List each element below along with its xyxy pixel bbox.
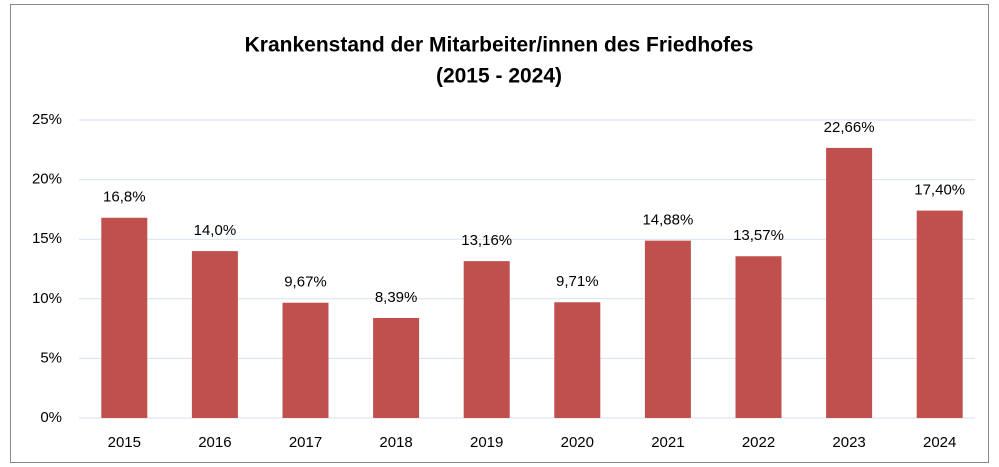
bar — [644, 240, 691, 418]
data-label: 14,88% — [642, 212, 693, 229]
x-tick-label: 2016 — [198, 434, 231, 451]
bar — [916, 210, 963, 418]
data-label: 13,16% — [461, 232, 512, 249]
chart-title: Krankenstand der Mitarbeiter/innen des F… — [245, 34, 754, 57]
y-tick-label: 10% — [32, 290, 62, 307]
bar — [463, 261, 510, 418]
data-label: 14,0% — [194, 222, 237, 239]
data-label: 13,57% — [733, 227, 784, 244]
chart-title: (2015 - 2024) — [436, 65, 562, 88]
x-tick-label: 2024 — [923, 434, 956, 451]
y-tick-label: 15% — [32, 230, 62, 247]
x-tick-label: 2023 — [832, 434, 865, 451]
y-tick-label: 20% — [32, 171, 62, 188]
bar — [735, 256, 782, 418]
x-tick-label: 2019 — [470, 434, 503, 451]
data-label: 9,71% — [556, 273, 599, 290]
x-tick-label: 2022 — [742, 434, 775, 451]
data-label: 17,40% — [914, 182, 965, 199]
data-label: 22,66% — [824, 119, 875, 136]
x-tick-label: 2018 — [379, 434, 412, 451]
bar — [191, 251, 238, 418]
bar — [282, 302, 329, 418]
x-tick-label: 2017 — [289, 434, 322, 451]
y-tick-label: 5% — [40, 349, 62, 366]
bar — [373, 317, 420, 418]
y-tick-label: 0% — [40, 409, 62, 426]
bar — [826, 147, 873, 418]
x-tick-label: 2020 — [561, 434, 594, 451]
data-label: 16,8% — [103, 189, 146, 206]
x-tick-label: 2021 — [651, 434, 684, 451]
x-tick-label: 2015 — [108, 434, 141, 451]
y-tick-label: 25% — [32, 111, 62, 128]
data-label: 8,39% — [375, 289, 418, 306]
bar — [554, 302, 601, 418]
data-label: 9,67% — [284, 274, 327, 291]
bar — [101, 217, 148, 418]
